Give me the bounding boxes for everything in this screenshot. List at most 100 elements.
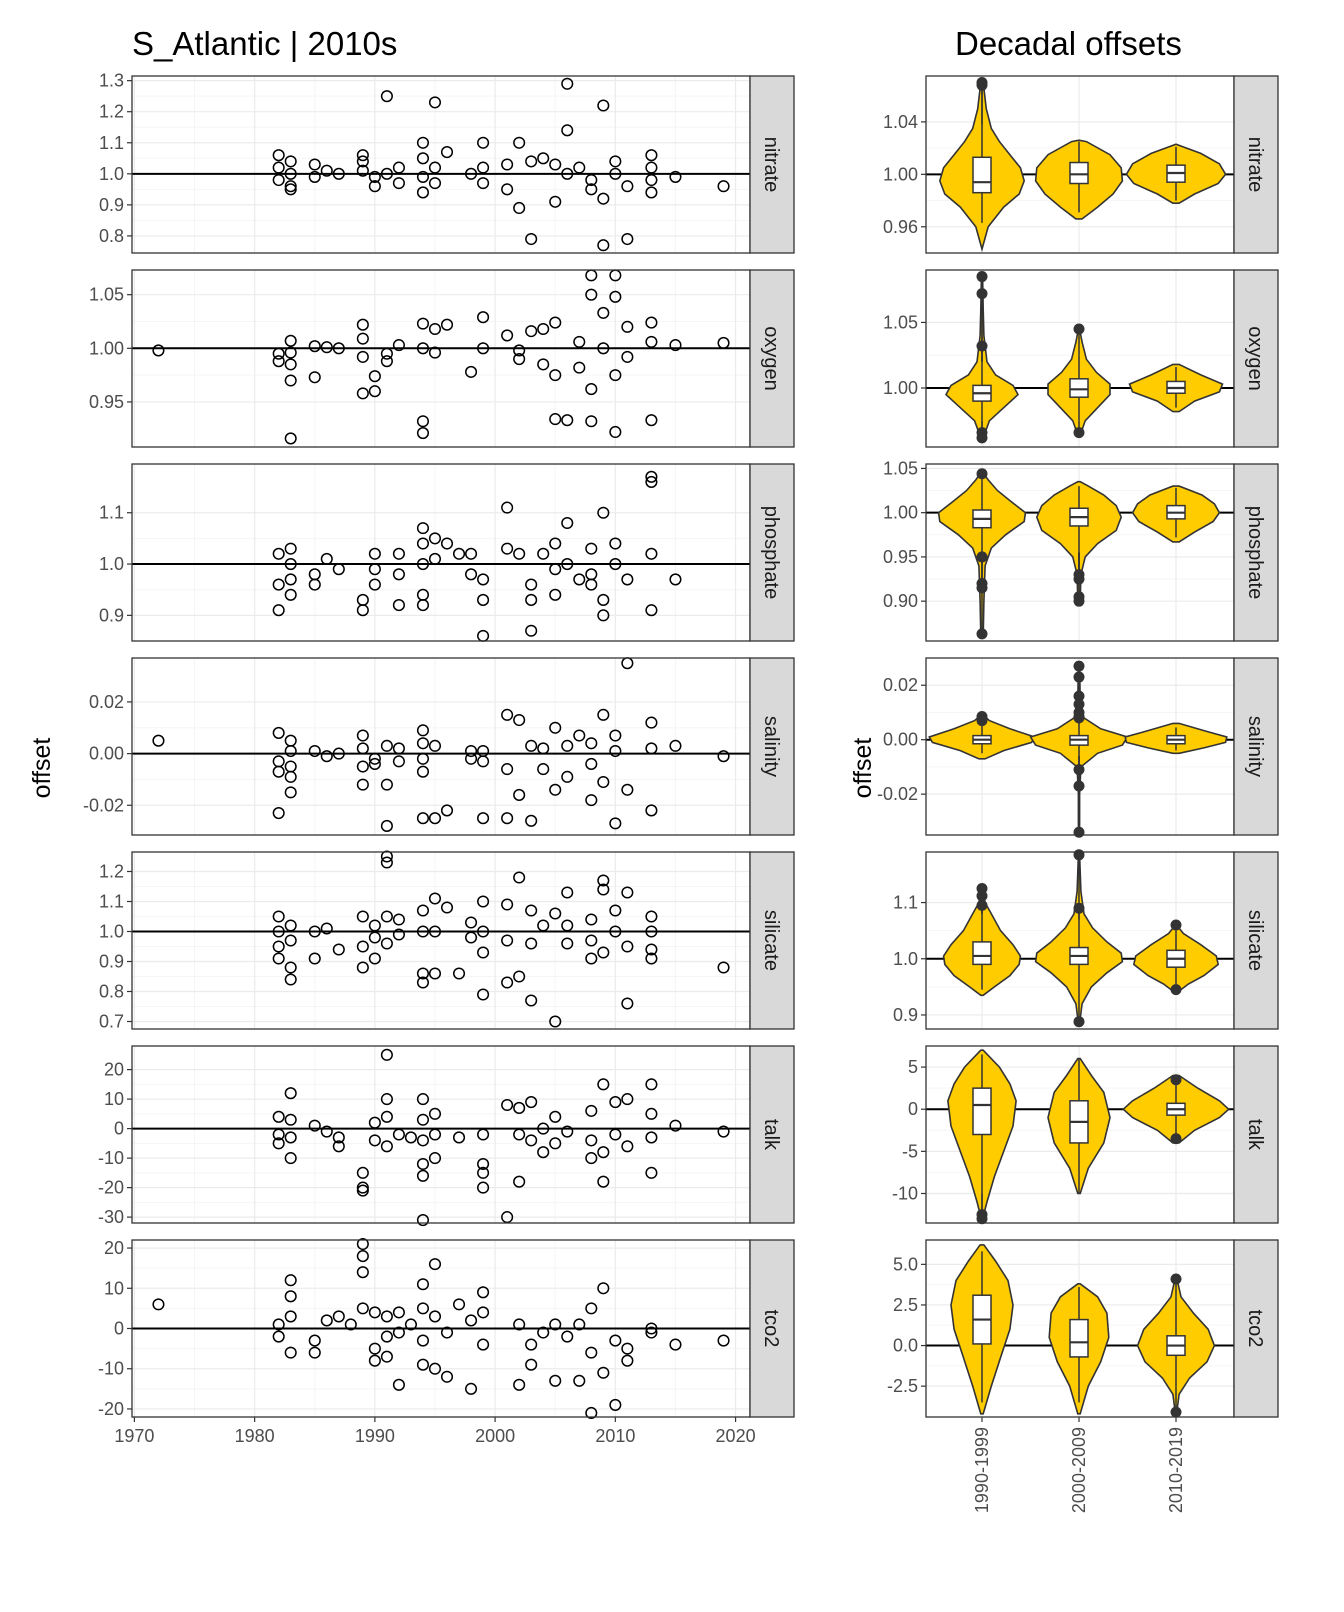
data-point	[621, 997, 634, 1010]
outlier-point	[976, 899, 988, 911]
data-point	[477, 1286, 490, 1299]
data-point	[477, 1128, 490, 1141]
timeseries-y-tick-label: -10	[98, 1148, 124, 1168]
data-point	[428, 177, 442, 190]
data-point	[585, 1346, 598, 1359]
data-point	[597, 1366, 610, 1379]
data-point	[308, 1119, 321, 1132]
violin-y-tick-label: 1.05	[883, 312, 918, 332]
data-point	[621, 1093, 634, 1106]
data-point	[416, 342, 430, 355]
data-point	[284, 1346, 297, 1359]
data-point	[549, 563, 562, 576]
data-point	[284, 167, 297, 180]
data-point	[597, 306, 610, 319]
outlier-point	[1073, 902, 1085, 914]
data-point	[645, 335, 658, 348]
box-iqr	[972, 941, 992, 966]
data-point	[501, 329, 514, 342]
x-tick-label: 1970	[114, 1426, 154, 1446]
x-tick-label-2010-2019: 2010-2019	[1166, 1427, 1186, 1513]
data-point	[452, 1131, 466, 1144]
violin-facet-label-salinity: salinity	[1244, 716, 1266, 777]
data-point	[152, 1298, 165, 1311]
data-point	[477, 755, 490, 768]
data-point	[525, 578, 538, 591]
data-point	[308, 952, 321, 965]
data-point	[549, 195, 562, 208]
data-point	[356, 149, 369, 162]
data-point	[669, 573, 682, 586]
timeseries-facet-strip	[749, 1045, 795, 1224]
timeseries-panel-talk: -30 -20 -10 0 10 20 talk	[98, 1045, 795, 1227]
data-point	[416, 588, 430, 601]
data-point	[416, 752, 430, 765]
data-point	[525, 325, 538, 338]
data-point	[525, 937, 538, 950]
data-point	[513, 547, 526, 560]
data-point	[549, 158, 562, 171]
data-point	[585, 913, 598, 926]
data-point	[356, 1181, 369, 1194]
data-point	[525, 1096, 538, 1109]
data-point	[585, 952, 598, 965]
data-point	[356, 742, 369, 755]
data-point	[501, 542, 514, 555]
data-point	[525, 1358, 538, 1371]
outlier-point	[1170, 919, 1182, 931]
data-point	[585, 578, 598, 591]
data-point	[428, 1362, 442, 1375]
violin-facet-strip	[1233, 1239, 1279, 1418]
data-point	[356, 387, 369, 400]
violin-y-tick-label: -0.02	[877, 784, 918, 804]
data-point	[380, 1093, 393, 1106]
data-point	[501, 812, 514, 825]
data-point	[549, 537, 562, 550]
violin-y-tick-label: 1.04	[883, 112, 918, 132]
data-point	[525, 155, 538, 168]
data-point	[513, 1175, 526, 1188]
data-point	[380, 355, 393, 368]
data-point	[416, 557, 430, 571]
data-point	[465, 1314, 478, 1327]
data-point	[332, 167, 345, 180]
data-point	[501, 763, 514, 776]
data-point	[380, 347, 393, 360]
data-point	[645, 1166, 658, 1179]
data-point	[549, 588, 562, 601]
timeseries-facet-label-tco2: tco2	[760, 1310, 782, 1348]
outlier-point	[976, 340, 988, 352]
violin-y-tick-label: -10	[892, 1184, 918, 1204]
data-point	[561, 516, 574, 530]
data-point	[609, 925, 622, 938]
data-point	[477, 1166, 490, 1179]
left-chart-title: S_Atlantic | 2010s	[132, 25, 397, 62]
data-point	[380, 819, 393, 833]
violin-y-tick-label: 0.00	[883, 730, 918, 750]
data-point	[380, 1140, 393, 1153]
data-point	[645, 910, 658, 923]
data-point	[320, 750, 333, 763]
data-point	[428, 967, 442, 980]
data-point	[513, 201, 526, 215]
data-point	[356, 1250, 369, 1263]
outlier-point	[1073, 780, 1085, 792]
data-point	[320, 922, 333, 935]
data-point	[284, 334, 297, 347]
data-point	[645, 1326, 658, 1339]
data-point	[513, 788, 526, 801]
data-point	[645, 952, 658, 965]
data-point	[368, 1116, 381, 1129]
timeseries-y-tick-label: 10	[104, 1089, 124, 1109]
box-iqr	[972, 156, 992, 194]
outlier-point	[976, 79, 988, 91]
data-point	[525, 1338, 538, 1351]
data-point	[416, 186, 430, 199]
violin-facet-label-oxygen: oxygen	[1244, 326, 1266, 391]
timeseries-y-tick-label: 1.0	[99, 164, 124, 184]
data-point	[284, 1087, 297, 1100]
data-point	[573, 161, 586, 174]
data-point	[428, 1310, 442, 1323]
data-point	[272, 355, 285, 368]
data-point	[501, 976, 514, 989]
